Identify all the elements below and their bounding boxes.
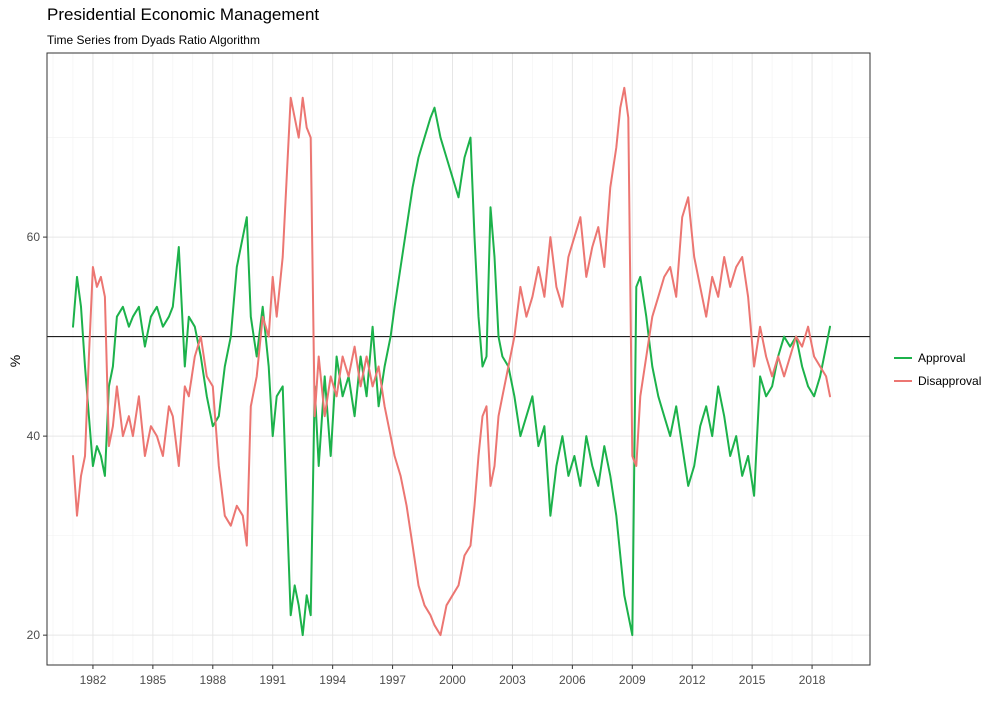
x-tick-label: 1988 (199, 673, 226, 687)
series-line-approval (72, 106, 831, 637)
y-tick-label: 20 (27, 628, 41, 642)
x-tick-label: 2000 (439, 673, 466, 687)
x-tick-label: 1982 (80, 673, 107, 687)
y-tick-label: 40 (27, 429, 41, 443)
plot-panel-border (46, 52, 871, 666)
series-layer (72, 86, 831, 637)
x-tick-label: 1994 (319, 673, 346, 687)
y-axis-title: % (7, 355, 23, 367)
grid-lines (47, 53, 870, 665)
legend-label-disapproval: Disapproval (918, 374, 981, 388)
x-tick-label: 1991 (259, 673, 286, 687)
series-line-disapproval (72, 86, 831, 637)
x-tick-label: 2012 (679, 673, 706, 687)
chart-subtitle: Time Series from Dyads Ratio Algorithm (47, 33, 260, 47)
y-tick-label: 60 (27, 230, 41, 244)
legend-label-approval: Approval (918, 351, 965, 365)
x-tick-label: 2003 (499, 673, 526, 687)
x-tick-label: 2006 (559, 673, 586, 687)
x-tick-label: 1997 (379, 673, 406, 687)
x-tick-label: 2009 (619, 673, 646, 687)
legend: Approval Disapproval (894, 351, 981, 388)
axes: 1982 1985 1988 1991 1994 1997 2000 2003 2006 2009… (27, 230, 826, 687)
x-tick-label: 1985 (140, 673, 167, 687)
chart-title: Presidential Economic Management (47, 5, 320, 24)
x-tick-label: 2018 (799, 673, 826, 687)
x-tick-label: 2015 (739, 673, 766, 687)
